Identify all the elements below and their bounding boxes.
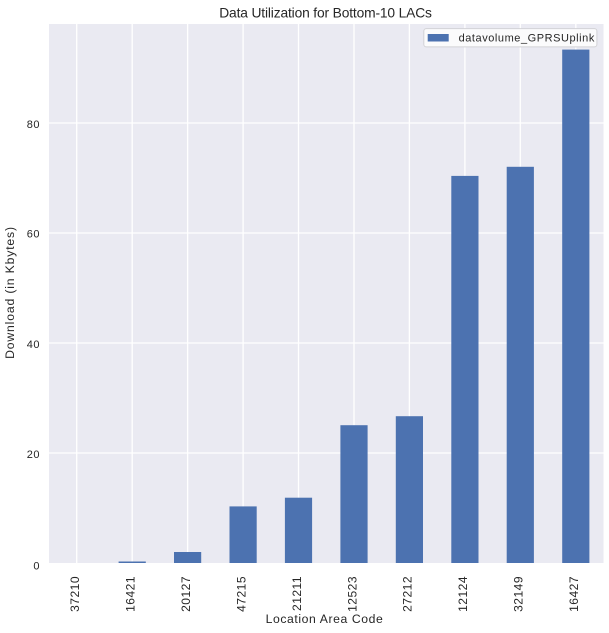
svg-text:20127: 20127 [179,576,193,612]
svg-text:40: 40 [27,339,40,351]
svg-text:27212: 27212 [401,576,415,612]
svg-text:0: 0 [33,560,40,572]
svg-text:Data Utilization for Bottom-10: Data Utilization for Bottom-10 LACs [219,6,432,21]
svg-text:80: 80 [27,119,40,131]
svg-text:12124: 12124 [456,576,470,612]
svg-text:16427: 16427 [567,576,581,612]
svg-text:12523: 12523 [345,576,359,612]
svg-text:20: 20 [27,449,40,461]
svg-text:37210: 37210 [68,576,82,612]
svg-text:47215: 47215 [234,576,248,612]
svg-text:Download (in Kbytes): Download (in Kbytes) [3,226,17,359]
svg-text:32149: 32149 [512,576,526,612]
svg-text:16421: 16421 [124,576,138,612]
svg-text:21211: 21211 [290,576,304,611]
svg-text:Location Area Code: Location Area Code [266,612,384,626]
svg-text:60: 60 [27,229,40,241]
svg-text:datavolume_GPRSUplink: datavolume_GPRSUplink [459,32,595,44]
